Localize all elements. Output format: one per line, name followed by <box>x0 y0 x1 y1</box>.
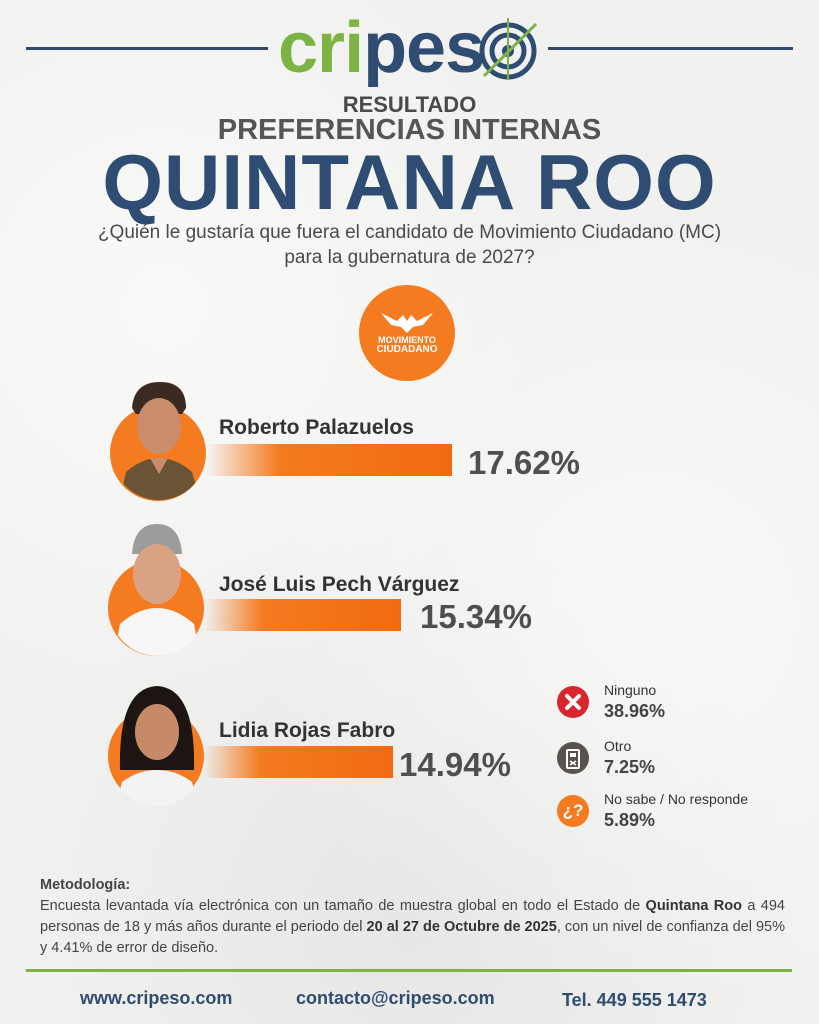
option-label: No sabe / No responde <box>604 791 748 807</box>
question-icon: ¿? <box>557 795 589 827</box>
methodology-dates: 20 al 27 de Octubre de 2025 <box>366 919 557 935</box>
footer-rule <box>26 969 792 972</box>
methodology-text-3: , con un nivel de confianza del 95% y 4.… <box>40 919 785 956</box>
subtitle: PREFERENCIAS INTERNAS <box>217 114 602 146</box>
option-value: 5.89% <box>604 810 656 830</box>
candidate-name: Lidia Rojas Fabro <box>219 719 396 742</box>
candidate-photo-pech <box>110 520 204 656</box>
bar-label: 17.62% <box>468 444 580 481</box>
option-label: Otro <box>604 738 632 754</box>
candidate-photo-rojas <box>110 680 204 806</box>
party-name-line-1: MOVIMIENTO <box>378 335 436 345</box>
party-name-line-2: CIUDADANO <box>376 344 438 355</box>
ballot-box-icon <box>557 742 589 774</box>
bar-2 <box>204 746 393 778</box>
footer-phone[interactable]: Tel. 449 555 1473 <box>562 990 707 1010</box>
eagle-icon <box>381 313 433 333</box>
methodology-text-2: a 494 personas de 18 y más años durante … <box>40 898 785 935</box>
header-rule-left <box>26 47 268 50</box>
footer-website[interactable]: www.cripeso.com <box>80 988 233 1008</box>
header-rule-right <box>548 47 793 50</box>
methodology-text: Encuesta levantada vía electrónica con u… <box>40 896 785 959</box>
bar-1 <box>204 599 401 631</box>
option-label: Ninguno <box>604 682 657 698</box>
question-line-1: ¿Quién le gustaría que fuera el candidat… <box>97 222 722 243</box>
state-title: QUINTANA ROO <box>102 138 717 226</box>
footer-email[interactable]: contacto@cripeso.com <box>296 988 495 1008</box>
methodology-state: Quintana Roo <box>645 898 742 914</box>
logo-part-cri: cri <box>278 8 364 88</box>
target-icon <box>479 18 538 80</box>
option-value: 38.96% <box>604 701 666 721</box>
bar-0 <box>206 444 452 476</box>
survey-question: ¿Quién le gustaría que fuera el candidat… <box>0 220 819 270</box>
cripeso-logo: cripes <box>278 8 485 88</box>
bar-label: 14.94% <box>399 746 511 783</box>
logo-part-pes: pes <box>363 8 485 88</box>
result-label: RESULTADO <box>342 92 477 117</box>
party-logo: MOVIMIENTO CIUDADANO <box>359 285 455 381</box>
candidate-name: José Luis Pech Várguez <box>219 573 460 596</box>
methodology-title: Metodología: <box>40 877 131 893</box>
candidate-name: Roberto Palazuelos <box>219 416 414 439</box>
methodology-text-1: Encuesta levantada vía electrónica con u… <box>40 898 646 914</box>
x-icon <box>557 686 589 718</box>
methodology: Metodología: Encuesta levantada vía elec… <box>40 875 785 959</box>
bar-label: 15.34% <box>420 598 532 635</box>
option-value: 7.25% <box>604 757 656 777</box>
question-line-2: para la gubernatura de 2027? <box>284 247 535 268</box>
candidate-photo-palazuelos <box>112 378 206 500</box>
